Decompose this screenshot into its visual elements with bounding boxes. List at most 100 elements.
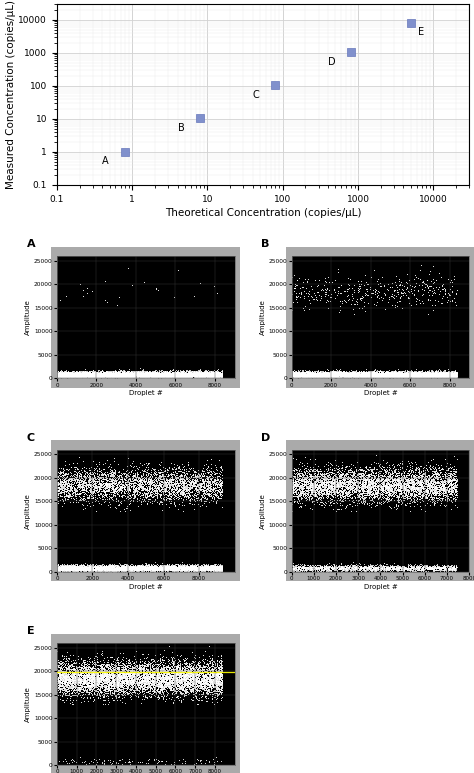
Point	[62, 664, 69, 676]
Point	[99, 371, 107, 383]
Point	[195, 494, 203, 506]
Point	[176, 483, 184, 495]
Point	[315, 368, 323, 380]
Point	[158, 678, 166, 690]
Point	[61, 561, 68, 574]
Point	[164, 369, 172, 381]
Point	[410, 482, 418, 495]
Point	[318, 370, 326, 383]
Point	[125, 482, 133, 495]
Point	[83, 566, 91, 578]
Point	[113, 487, 121, 499]
Point	[109, 559, 117, 571]
Point	[86, 467, 93, 479]
Point	[104, 369, 111, 381]
Point	[201, 367, 209, 380]
Point	[206, 368, 214, 380]
Point	[434, 494, 441, 506]
Point	[99, 369, 106, 381]
Point	[202, 564, 210, 577]
Point	[135, 474, 143, 486]
Point	[162, 369, 170, 382]
Point	[174, 560, 182, 573]
Point	[198, 483, 205, 495]
Point	[314, 367, 322, 380]
Point	[344, 489, 351, 502]
Point	[118, 367, 126, 380]
Point	[85, 368, 93, 380]
Point	[373, 369, 381, 382]
Point	[313, 366, 320, 379]
Point	[172, 690, 179, 703]
Point	[105, 561, 112, 574]
Point	[357, 564, 365, 576]
Point	[443, 371, 450, 383]
Point	[201, 669, 209, 681]
Point	[86, 366, 93, 378]
Point	[143, 371, 150, 383]
Point	[313, 485, 320, 497]
Point	[97, 563, 104, 575]
Point	[160, 663, 168, 676]
Point	[397, 368, 405, 380]
Point	[194, 368, 202, 380]
Point	[146, 479, 153, 492]
Point	[196, 667, 203, 679]
Point	[432, 369, 440, 381]
Point	[336, 369, 343, 381]
Point	[119, 367, 127, 380]
Point	[403, 484, 410, 496]
Point	[289, 369, 297, 382]
Point	[427, 485, 435, 497]
Point	[106, 676, 114, 688]
Point	[149, 373, 157, 385]
Point	[113, 565, 121, 577]
Point	[63, 662, 71, 675]
Point	[199, 367, 207, 380]
Point	[63, 291, 70, 303]
Point	[202, 674, 210, 686]
Point	[211, 673, 219, 685]
Point	[111, 678, 118, 690]
Point	[97, 365, 104, 377]
Point	[93, 371, 101, 383]
Point	[69, 669, 77, 681]
Point	[76, 679, 83, 691]
Point	[219, 369, 226, 381]
Point	[57, 369, 65, 381]
Point	[115, 676, 123, 689]
Point	[122, 485, 129, 497]
Point	[207, 683, 215, 696]
Point	[76, 367, 83, 380]
Point	[185, 369, 193, 381]
Point	[386, 370, 393, 383]
Point	[406, 473, 414, 485]
Point	[320, 487, 328, 499]
Point	[66, 368, 73, 380]
Point	[96, 562, 103, 574]
Point	[54, 663, 61, 676]
Point	[297, 481, 305, 493]
Point	[118, 367, 126, 380]
Point	[291, 366, 299, 379]
Point	[216, 370, 224, 383]
Point	[292, 372, 300, 384]
Point	[314, 367, 322, 380]
Point	[65, 367, 73, 380]
Point	[141, 489, 148, 502]
Point	[309, 293, 317, 305]
Point	[65, 367, 73, 380]
Point	[91, 562, 99, 574]
Point	[150, 368, 157, 380]
Point	[105, 369, 112, 381]
Point	[321, 275, 329, 288]
Point	[394, 562, 401, 574]
Point	[437, 561, 445, 574]
Point	[143, 564, 150, 577]
Point	[129, 561, 137, 574]
Point	[127, 474, 134, 486]
Point	[437, 369, 445, 382]
Point	[174, 488, 182, 500]
Point	[92, 373, 100, 385]
Point	[446, 372, 454, 384]
